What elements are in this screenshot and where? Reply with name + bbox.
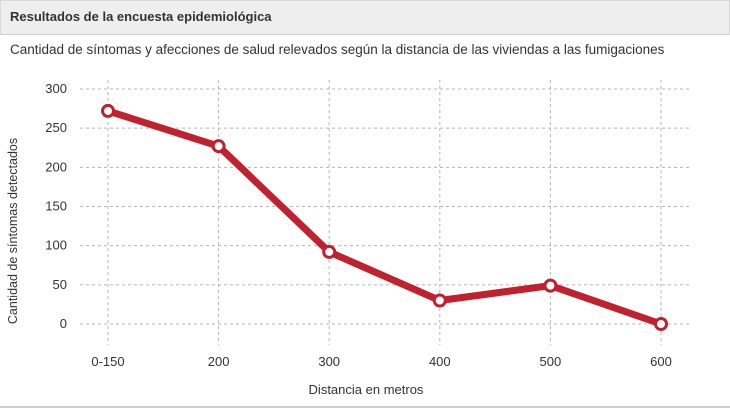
x-tick-label: 500: [540, 354, 562, 369]
data-point: [654, 317, 668, 331]
y-tick-label: 150: [45, 199, 67, 214]
data-points: [101, 103, 668, 331]
panel-title: Resultados de la encuesta epidemiológica: [10, 9, 272, 24]
data-point: [432, 293, 447, 308]
data-point: [211, 139, 226, 154]
chart-area: 0 50 100 150 200 250 300 0-150 200 300 400 500 600 …: [0, 60, 730, 405]
data-point: [543, 278, 558, 293]
y-tick-label: 300: [45, 81, 67, 96]
y-tick-label: 50: [53, 277, 67, 292]
x-tick-label: 300: [318, 354, 340, 369]
x-tick-label: 600: [650, 354, 672, 369]
series-line: [104, 107, 665, 328]
x-tick-label: 0-150: [91, 354, 124, 369]
chart-title: Cantidad de síntomas y afecciones de sal…: [10, 42, 665, 57]
x-tick-label: 200: [208, 354, 230, 369]
data-point: [101, 103, 115, 118]
panel-bottom-border: [0, 406, 730, 408]
data-point: [322, 244, 337, 259]
y-tick-label: 0: [60, 316, 67, 331]
x-tick-label: 400: [429, 354, 451, 369]
panel-header: Resultados de la encuesta epidemiológica: [0, 0, 730, 35]
x-tick-labels: 0-150 200 300 400 500 600: [91, 354, 671, 369]
y-tick-labels: 0 50 100 150 200 250 300: [45, 81, 67, 331]
y-tick-label: 100: [45, 238, 67, 253]
series-line-group: [104, 107, 665, 328]
x-axis-label: Distancia en metros: [309, 382, 424, 397]
y-tick-label: 250: [45, 120, 67, 135]
y-axis-label: Cantidad de síntomas detectados: [6, 138, 20, 324]
y-tick-label: 200: [45, 159, 67, 174]
grid-lines: [80, 80, 690, 345]
